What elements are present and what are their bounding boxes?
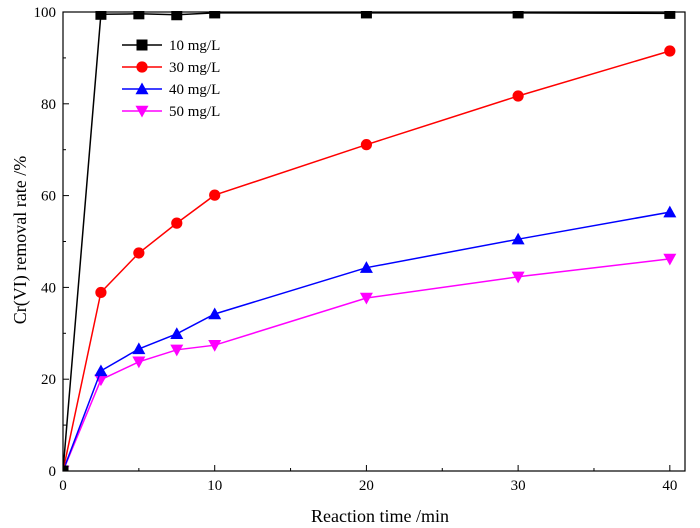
- legend-label-30-mg-l: 30 mg/L: [169, 60, 220, 76]
- series-line-10-mg-l: [63, 12, 670, 471]
- data-point-50-mg-l: [170, 344, 184, 357]
- legend-marker-40-mg-l: [135, 82, 149, 95]
- data-point-40-mg-l: [208, 307, 222, 320]
- data-point-30-mg-l: [360, 139, 373, 151]
- legend-marker-50-mg-l: [135, 105, 149, 118]
- data-point-40-mg-l: [170, 327, 184, 339]
- data-point-40-mg-l: [94, 364, 108, 377]
- data-point-10-mg-l: [664, 11, 676, 19]
- x-tick-label: 40: [662, 478, 677, 494]
- x-axis-title: Reaction time /min: [311, 506, 449, 526]
- legend-item-40-mg-l: 40 mg/L: [122, 82, 220, 98]
- legend-label-50-mg-l: 50 mg/L: [169, 104, 220, 120]
- x-tick-label: 0: [59, 478, 67, 494]
- data-point-10-mg-l: [209, 11, 221, 19]
- data-point-30-mg-l: [512, 90, 524, 102]
- legend-label-10-mg-l: 10 mg/L: [169, 38, 220, 54]
- data-point-40-mg-l: [511, 232, 525, 245]
- x-tick-label: 10: [207, 478, 222, 494]
- y-tick-label: 0: [49, 464, 57, 480]
- data-point-10-mg-l: [63, 465, 69, 471]
- data-point-30-mg-l: [95, 286, 107, 299]
- data-point-50-mg-l: [663, 253, 677, 266]
- legend-item-30-mg-l: 30 mg/L: [122, 60, 220, 76]
- series-layer: [63, 11, 677, 471]
- series-line-30-mg-l: [63, 50, 671, 471]
- data-point-30-mg-l: [133, 247, 145, 259]
- y-tick-label: 100: [34, 5, 57, 21]
- data-point-10-mg-l: [95, 11, 107, 20]
- legend-item-50-mg-l: 50 mg/L: [122, 104, 220, 120]
- y-axis-title: Cr(VI) removal rate /%: [10, 156, 31, 324]
- data-point-40-mg-l: [663, 205, 677, 218]
- legend-marker-30-mg-l: [136, 61, 148, 73]
- legend: 10 mg/L 30 mg/L 40 mg/L 50 mg/L: [122, 38, 220, 120]
- legend-item-10-mg-l: 10 mg/L: [122, 38, 220, 54]
- y-tick-label: 80: [41, 97, 56, 113]
- data-point-30-mg-l: [664, 45, 676, 57]
- data-point-50-mg-l: [359, 292, 373, 305]
- legend-marker-10-mg-l: [136, 39, 148, 51]
- y-tick-label: 20: [41, 372, 56, 388]
- series-30-mg-l: [63, 45, 676, 471]
- data-point-40-mg-l: [132, 342, 146, 355]
- series-line-50-mg-l: [63, 258, 670, 471]
- plot-frame: [62, 11, 686, 472]
- x-tick-label: 20: [359, 478, 374, 494]
- legend-label-40-mg-l: 40 mg/L: [169, 82, 220, 98]
- data-point-50-mg-l: [511, 271, 525, 284]
- data-point-40-mg-l: [359, 261, 373, 273]
- x-tick-label: 30: [511, 478, 526, 494]
- data-point-10-mg-l: [360, 11, 372, 19]
- data-point-10-mg-l: [512, 11, 524, 19]
- data-point-10-mg-l: [133, 11, 145, 20]
- series-40-mg-l: [63, 205, 677, 471]
- axes-layer: 0 10 20 30 40 0 20 40 60 80 100: [34, 5, 686, 494]
- data-point-50-mg-l: [132, 356, 146, 369]
- data-point-30-mg-l: [209, 189, 221, 201]
- y-tick-label: 40: [41, 280, 56, 296]
- series-50-mg-l: [63, 253, 677, 471]
- series-line-40-mg-l: [63, 211, 670, 471]
- y-tick-label: 60: [41, 189, 56, 205]
- data-point-50-mg-l: [208, 340, 222, 352]
- data-point-30-mg-l: [171, 217, 183, 229]
- data-point-10-mg-l: [171, 11, 183, 21]
- series-10-mg-l: [63, 11, 676, 471]
